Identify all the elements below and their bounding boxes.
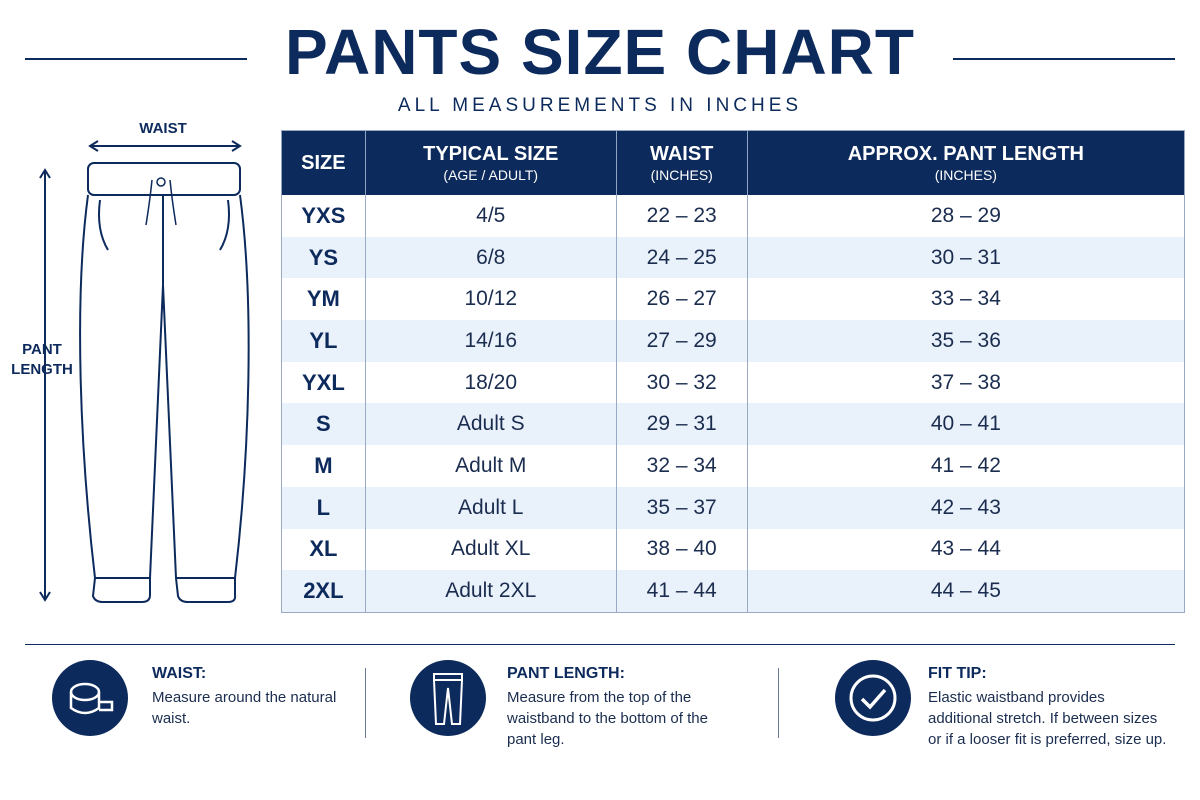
tip: WAIST: Measure around the natural waist. xyxy=(152,665,352,729)
column-header: WAIST (INCHES) xyxy=(615,130,748,195)
table-cell: 24 – 25 xyxy=(615,236,748,279)
table-row: 2XL Adult 2XL 41 – 44 44 – 45 xyxy=(281,570,1185,613)
header-row: SIZE TYPICAL SIZE (AGE / ADULT) WAIST (INCHE… xyxy=(281,130,1185,195)
table-cell: 6/8 xyxy=(364,236,617,279)
table-row: YXL 18/20 30 – 32 37 – 38 xyxy=(281,361,1185,404)
table-cell: 35 – 37 xyxy=(615,486,748,529)
column-title: SIZE xyxy=(301,152,346,174)
column-subtitle: (AGE / ADULT) xyxy=(443,167,539,183)
column-subtitle: (INCHES) xyxy=(934,167,997,183)
table-cell: Adult L xyxy=(364,486,617,529)
tip-title: WAIST: xyxy=(152,665,207,682)
table-cell: Adult XL xyxy=(364,528,617,571)
tip-title: FIT TIP: xyxy=(928,665,987,682)
column-title: TYPICAL SIZE xyxy=(423,143,559,165)
table-cell: 18/20 xyxy=(364,361,617,404)
table-row: YM 10/12 26 – 27 33 – 34 xyxy=(281,278,1185,321)
table-cell: 37 – 38 xyxy=(746,361,1185,404)
table-cell: 10/12 xyxy=(364,278,617,321)
tip: FIT TIP: Elastic waistband provides addi… xyxy=(928,665,1168,750)
table-cell: 41 – 42 xyxy=(746,445,1185,487)
title-rule xyxy=(25,58,247,60)
table-row: M Adult M 32 – 34 41 – 42 xyxy=(281,445,1185,487)
size-cell: L xyxy=(281,486,366,529)
table-row: YS 6/8 24 – 25 30 – 31 xyxy=(281,236,1185,279)
table-cell: Adult S xyxy=(364,403,617,446)
table-cell: 30 – 31 xyxy=(746,236,1185,279)
table-cell: Adult M xyxy=(364,445,617,487)
table-row: YXS 4/5 22 – 23 28 – 29 xyxy=(281,195,1185,237)
divider xyxy=(25,644,1175,645)
column-subtitle: (INCHES) xyxy=(650,167,713,183)
table-cell: 28 – 29 xyxy=(746,195,1185,237)
size-cell: S xyxy=(281,403,366,446)
size-table: SIZE TYPICAL SIZE (AGE / ADULT) WAIST (INCHE… xyxy=(281,130,1185,613)
table-cell: 4/5 xyxy=(364,195,617,237)
size-cell: YXS xyxy=(281,195,366,237)
length-label: PANT LENGTH xyxy=(11,341,73,378)
separator xyxy=(365,668,366,738)
table-cell: 26 – 27 xyxy=(615,278,748,321)
column-title: APPROX. PANT LENGTH xyxy=(847,143,1084,165)
table-cell: 14/16 xyxy=(364,320,617,362)
tip-text: Measure from the top of the waistband to… xyxy=(507,689,708,748)
title: PANTS SIZE CHART xyxy=(285,16,915,88)
size-cell: YS xyxy=(281,236,366,279)
pants-diagram xyxy=(39,140,250,603)
table-cell: 27 – 29 xyxy=(615,320,748,362)
table-cell: 43 – 44 xyxy=(746,528,1185,571)
tip-title: PANT LENGTH: xyxy=(507,665,625,682)
column-header: TYPICAL SIZE (AGE / ADULT) xyxy=(364,130,617,195)
title-rule xyxy=(953,58,1175,60)
table-cell: 33 – 34 xyxy=(746,278,1185,321)
size-cell: XL xyxy=(281,528,366,571)
table-row: S Adult S 29 – 31 40 – 41 xyxy=(281,403,1185,446)
table-cell: 35 – 36 xyxy=(746,320,1185,362)
tip-text: Elastic waistband provides additional st… xyxy=(928,689,1167,748)
table-cell: 38 – 40 xyxy=(615,528,748,571)
tip-text: Measure around the natural waist. xyxy=(152,689,337,727)
separator xyxy=(778,668,779,738)
column-header: APPROX. PANT LENGTH (INCHES) xyxy=(746,130,1185,195)
column-title: WAIST xyxy=(650,143,714,165)
size-cell: YM xyxy=(281,278,366,321)
size-cell: YXL xyxy=(281,361,366,404)
size-cell: YL xyxy=(281,320,366,362)
table-cell: 29 – 31 xyxy=(615,403,748,446)
tip: PANT LENGTH: Measure from the top of the… xyxy=(507,665,722,750)
column-header: SIZE xyxy=(281,130,366,195)
size-cell: 2XL xyxy=(281,570,366,613)
table-row: XL Adult XL 38 – 40 43 – 44 xyxy=(281,528,1185,571)
tip-icons xyxy=(52,660,911,736)
table-cell: 44 – 45 xyxy=(746,570,1185,613)
table-cell: Adult 2XL xyxy=(364,570,617,613)
waist-label: WAIST xyxy=(139,120,187,137)
table-cell: 30 – 32 xyxy=(615,361,748,404)
table-cell: 42 – 43 xyxy=(746,486,1185,529)
table-cell: 22 – 23 xyxy=(615,195,748,237)
table-cell: 40 – 41 xyxy=(746,403,1185,446)
table-cell: 32 – 34 xyxy=(615,445,748,487)
table-body: YXS 4/5 22 – 23 28 – 29 YS 6/8 24 – 25 30 – 31 Y… xyxy=(281,195,1185,613)
table-cell: 41 – 44 xyxy=(615,570,748,613)
subtitle: ALL MEASUREMENTS IN INCHES xyxy=(397,95,803,116)
size-cell: M xyxy=(281,445,366,487)
table-row: L Adult L 35 – 37 42 – 43 xyxy=(281,486,1185,529)
table-row: YL 14/16 27 – 29 35 – 36 xyxy=(281,320,1185,362)
